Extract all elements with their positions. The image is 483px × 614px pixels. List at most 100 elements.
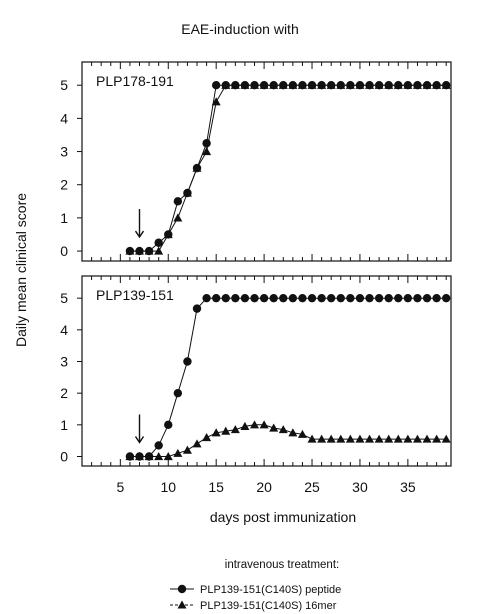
legend-circle-marker <box>177 584 187 594</box>
data-point-circle <box>442 293 451 303</box>
data-point-circle <box>240 293 250 303</box>
data-point-circle <box>326 293 336 303</box>
y-tick-label: 4 <box>60 110 68 126</box>
series-line-16mer <box>129 424 447 457</box>
data-point-triangle <box>211 428 221 437</box>
data-point-triangle <box>230 425 240 434</box>
data-point-triangle <box>125 452 135 461</box>
data-point-circle <box>355 293 365 303</box>
x-axis-label: days post immunization <box>210 509 356 525</box>
data-point-triangle <box>422 434 432 443</box>
y-tick-label: 2 <box>60 385 68 401</box>
data-point-circle <box>422 293 432 303</box>
panel-label: PLP178-191 <box>96 73 174 89</box>
data-point-triangle <box>412 80 422 89</box>
data-point-circle <box>298 293 307 303</box>
series-line-peptide <box>129 297 447 457</box>
y-tick-label: 3 <box>60 144 68 160</box>
data-point-triangle <box>144 246 154 255</box>
x-tick-label: 15 <box>208 479 224 495</box>
data-point-circle <box>211 293 221 303</box>
data-point-circle <box>336 293 345 303</box>
data-point-triangle <box>336 434 346 443</box>
data-point-triangle <box>240 80 250 89</box>
data-point-triangle <box>278 425 288 434</box>
data-point-triangle <box>307 434 317 443</box>
data-point-triangle <box>374 434 384 443</box>
data-point-triangle <box>288 428 298 437</box>
y-tick-label: 0 <box>60 243 68 259</box>
y-axis-label: Daily mean clinical score <box>13 193 29 347</box>
data-point-triangle <box>250 80 260 89</box>
data-point-circle <box>413 293 422 303</box>
data-point-circle <box>307 293 317 303</box>
legend-label-16mer: PLP139-151(C140S) 16mer <box>200 600 337 612</box>
data-point-triangle <box>317 80 327 89</box>
data-point-circle <box>183 357 192 366</box>
data-point-triangle <box>441 80 451 89</box>
data-point-triangle <box>173 448 183 457</box>
data-point-circle <box>288 293 298 303</box>
data-point-triangle <box>432 434 442 443</box>
data-point-triangle <box>365 434 375 443</box>
data-point-triangle <box>374 80 384 89</box>
data-point-circle <box>211 81 221 90</box>
data-point-triangle <box>345 434 355 443</box>
data-point-triangle <box>432 80 442 89</box>
data-point-triangle <box>192 163 202 172</box>
data-point-triangle <box>154 246 164 255</box>
y-tick-label: 1 <box>60 210 68 226</box>
data-point-triangle <box>230 80 240 89</box>
data-point-circle <box>365 293 374 303</box>
data-point-circle <box>250 293 259 303</box>
y-tick-label: 0 <box>60 449 68 465</box>
data-point-triangle <box>221 426 231 435</box>
data-point-triangle <box>393 434 403 443</box>
data-point-circle <box>279 293 288 303</box>
data-point-triangle <box>269 423 279 432</box>
data-point-triangle <box>403 434 413 443</box>
data-point-triangle <box>355 434 365 443</box>
series-line-16mer <box>129 84 447 252</box>
data-point-triangle <box>135 246 145 255</box>
x-tick-label: 20 <box>256 479 272 495</box>
data-point-circle <box>432 293 441 303</box>
x-tick-label: 35 <box>400 479 416 495</box>
data-point-triangle <box>384 80 394 89</box>
series-line-peptide <box>129 84 447 252</box>
data-point-circle <box>154 441 163 450</box>
arrow-head <box>134 230 145 239</box>
legend-title: intravenous treatment: <box>225 559 339 571</box>
data-point-triangle <box>182 188 192 197</box>
y-tick-label: 2 <box>60 177 68 193</box>
data-point-circle <box>192 304 202 313</box>
data-point-triangle <box>259 420 269 429</box>
data-point-circle <box>202 293 211 303</box>
panel-frame <box>81 275 452 467</box>
data-point-circle <box>346 293 355 303</box>
data-point-triangle <box>326 434 336 443</box>
data-point-circle <box>154 238 163 247</box>
x-tick-label: 30 <box>352 479 368 495</box>
data-point-triangle <box>173 213 183 222</box>
data-point-triangle <box>154 452 164 461</box>
data-point-triangle <box>202 147 212 156</box>
y-tick-label: 4 <box>60 322 68 338</box>
data-point-triangle <box>278 80 288 89</box>
data-point-triangle <box>384 434 394 443</box>
panel-label: PLP139-151 <box>96 287 174 303</box>
data-point-triangle <box>221 80 231 89</box>
panel-plp178-191: PLP178-191 0 1 2 3 4 5 <box>60 61 452 262</box>
y-tick-label: 1 <box>60 417 68 433</box>
data-point-triangle <box>135 452 145 461</box>
legend-triangle-marker <box>177 600 187 609</box>
data-point-triangle <box>144 452 154 461</box>
data-point-circle <box>173 388 183 398</box>
x-tick-label: 5 <box>116 479 124 495</box>
data-point-triangle <box>307 80 317 89</box>
data-point-triangle <box>422 80 432 89</box>
y-tick-label: 3 <box>60 354 68 370</box>
data-point-circle <box>317 293 326 303</box>
data-point-circle <box>384 293 393 303</box>
